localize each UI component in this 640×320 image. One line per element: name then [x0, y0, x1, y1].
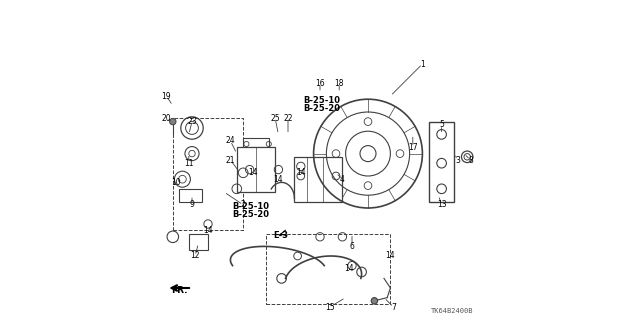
- Text: 5: 5: [439, 120, 444, 129]
- Bar: [243, 138, 269, 147]
- Text: 19: 19: [161, 92, 172, 100]
- Bar: [237, 147, 275, 192]
- Circle shape: [371, 298, 378, 304]
- Text: 3: 3: [455, 156, 460, 164]
- Text: 7: 7: [391, 303, 396, 312]
- Text: 23: 23: [187, 117, 197, 126]
- Text: 13: 13: [436, 200, 447, 209]
- Text: 14: 14: [273, 175, 284, 184]
- Text: 22: 22: [284, 114, 292, 123]
- Bar: [179, 189, 202, 202]
- Text: B-25-20: B-25-20: [233, 210, 269, 219]
- Text: 24: 24: [225, 136, 236, 145]
- Text: E-3: E-3: [274, 231, 289, 240]
- Bar: [294, 157, 342, 202]
- Text: 12: 12: [191, 252, 200, 260]
- Text: 6: 6: [349, 242, 355, 251]
- Text: 4: 4: [340, 175, 345, 184]
- Text: B-25-10: B-25-10: [233, 202, 269, 211]
- Text: 17: 17: [408, 143, 418, 152]
- Text: 20: 20: [161, 114, 172, 123]
- Text: 14: 14: [248, 168, 258, 177]
- Text: FR.: FR.: [171, 286, 188, 295]
- Text: 14: 14: [296, 168, 306, 177]
- Text: 14: 14: [344, 264, 354, 273]
- Bar: [189, 234, 208, 250]
- Text: B-25-10: B-25-10: [303, 96, 340, 105]
- Text: 15: 15: [324, 303, 335, 312]
- Text: B-25-20: B-25-20: [303, 104, 340, 113]
- Bar: [173, 118, 243, 230]
- Text: 14: 14: [203, 226, 213, 235]
- Text: 2: 2: [241, 200, 246, 209]
- Text: 18: 18: [335, 79, 344, 88]
- Text: 25: 25: [270, 114, 280, 123]
- Text: 16: 16: [315, 79, 325, 88]
- Bar: [429, 122, 454, 202]
- Text: 9: 9: [189, 200, 195, 209]
- Circle shape: [170, 118, 176, 125]
- Text: 1: 1: [420, 60, 425, 68]
- Text: 8: 8: [468, 156, 473, 164]
- Text: 14: 14: [385, 252, 396, 260]
- Text: TK64B2400B: TK64B2400B: [431, 308, 474, 314]
- Bar: [266, 234, 390, 304]
- Text: 11: 11: [184, 159, 193, 168]
- Text: 10: 10: [171, 178, 181, 187]
- Text: 21: 21: [226, 156, 235, 164]
